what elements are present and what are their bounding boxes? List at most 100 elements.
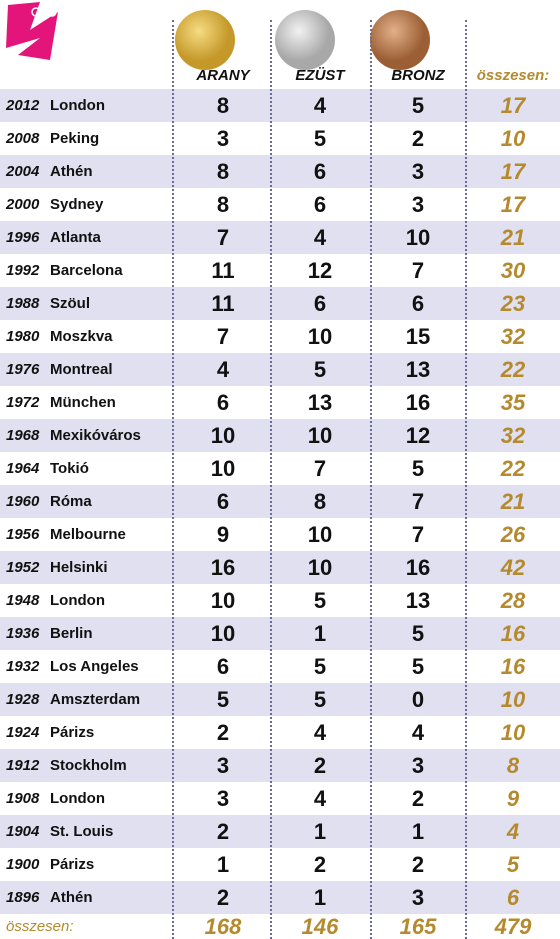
table-row: 1996Atlanta741021	[0, 221, 560, 254]
page: ARANYEZÜSTBRONZösszesen:2012London845172…	[0, 0, 560, 939]
medal-count: 7	[373, 518, 463, 551]
city: Párizs	[50, 716, 94, 749]
table-row: 1972München6131635	[0, 386, 560, 419]
year: 1968	[6, 419, 39, 452]
city: Stockholm	[50, 749, 127, 782]
year: 1992	[6, 254, 39, 287]
city: Szöul	[50, 287, 90, 320]
medal-count: 15	[373, 320, 463, 353]
table-row: 1964Tokió107522	[0, 452, 560, 485]
table-row: 1976Montreal451322	[0, 353, 560, 386]
year: 1900	[6, 848, 39, 881]
medal-count: 2	[178, 815, 268, 848]
medal-count: 6	[275, 287, 365, 320]
city: Amszterdam	[50, 683, 140, 716]
medal-count: 5	[373, 89, 463, 122]
year: 1972	[6, 386, 39, 419]
city: Mexikóváros	[50, 419, 141, 452]
medal-count: 6	[178, 386, 268, 419]
total: 16	[468, 617, 558, 650]
total: 21	[468, 485, 558, 518]
year: 1908	[6, 782, 39, 815]
total: 5	[468, 848, 558, 881]
footer-row: összesen:168146165479	[0, 914, 560, 939]
medal-count: 3	[373, 188, 463, 221]
year: 1988	[6, 287, 39, 320]
total: 28	[468, 584, 558, 617]
medal-count: 3	[178, 749, 268, 782]
medal-count: 4	[275, 716, 365, 749]
year: 1952	[6, 551, 39, 584]
total: 32	[468, 320, 558, 353]
year: 1964	[6, 452, 39, 485]
year: 1976	[6, 353, 39, 386]
medal-count: 6	[275, 155, 365, 188]
total: 26	[468, 518, 558, 551]
year: 1896	[6, 881, 39, 914]
city: London	[50, 782, 105, 815]
medal-count: 12	[373, 419, 463, 452]
medal-count: 4	[178, 353, 268, 386]
year: 1912	[6, 749, 39, 782]
total: 10	[468, 683, 558, 716]
medal-count: 13	[275, 386, 365, 419]
medal-count: 5	[275, 650, 365, 683]
city: London	[50, 89, 105, 122]
medal-count: 8	[275, 485, 365, 518]
city: Melbourne	[50, 518, 126, 551]
medal-count: 3	[373, 749, 463, 782]
medal-count: 10	[178, 419, 268, 452]
total: 10	[468, 716, 558, 749]
medal-count: 7	[373, 485, 463, 518]
medal-count: 5	[275, 683, 365, 716]
year: 1928	[6, 683, 39, 716]
city: Moszkva	[50, 320, 113, 353]
medal-count: 7	[178, 320, 268, 353]
table-row: 1992Barcelona1112730	[0, 254, 560, 287]
city: Los Angeles	[50, 650, 139, 683]
medal-count: 7	[178, 221, 268, 254]
medal-count: 3	[373, 155, 463, 188]
medal-count: 5	[373, 617, 463, 650]
column-header: ARANY	[178, 62, 268, 89]
year: 1956	[6, 518, 39, 551]
medal-count: 8	[178, 89, 268, 122]
medal-count: 3	[373, 881, 463, 914]
medal-count: 8	[178, 155, 268, 188]
table-row: 1896Athén2136	[0, 881, 560, 914]
medal-count: 10	[275, 320, 365, 353]
medal-count: 10	[178, 584, 268, 617]
medal-count: 2	[178, 881, 268, 914]
separator	[370, 20, 372, 939]
medal-count: 2	[373, 848, 463, 881]
table-row: 2000Sydney86317	[0, 188, 560, 221]
column-header: BRONZ	[373, 62, 463, 89]
table-row: 2008Peking35210	[0, 122, 560, 155]
total: 32	[468, 419, 558, 452]
city: Párizs	[50, 848, 94, 881]
footer-total: 479	[468, 914, 558, 939]
medal-count: 1	[275, 881, 365, 914]
total: 4	[468, 815, 558, 848]
medal-count: 5	[275, 122, 365, 155]
total: 23	[468, 287, 558, 320]
year: 2004	[6, 155, 39, 188]
header-row: ARANYEZÜSTBRONZösszesen:	[0, 62, 560, 89]
medal-count: 10	[178, 617, 268, 650]
medal-count: 16	[373, 551, 463, 584]
medal-count: 11	[178, 287, 268, 320]
medal-count: 7	[373, 254, 463, 287]
footer-total: 165	[373, 914, 463, 939]
medal-count: 11	[178, 254, 268, 287]
city: Helsinki	[50, 551, 108, 584]
footer-total: 168	[178, 914, 268, 939]
year: 1904	[6, 815, 39, 848]
total: 16	[468, 650, 558, 683]
medal-count: 9	[178, 518, 268, 551]
medal-count: 2	[373, 782, 463, 815]
separator	[270, 20, 272, 939]
